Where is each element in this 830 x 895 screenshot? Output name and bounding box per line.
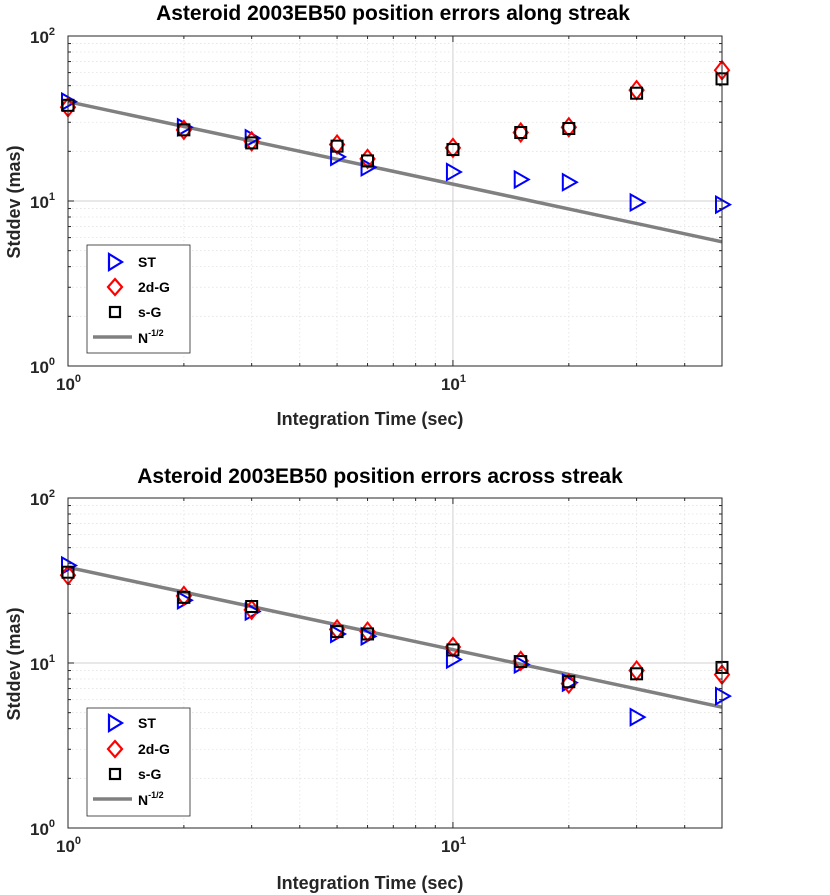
legend-label-2d-g: 2d-G — [138, 279, 170, 295]
legend-diamond-icon — [106, 277, 124, 297]
legend-label-2d-g: 2d-G — [138, 741, 170, 757]
point-s-g — [514, 126, 528, 140]
point-st — [61, 555, 79, 576]
point-st — [715, 194, 733, 215]
series-layer — [67, 99, 723, 244]
legend-entry-s-g: s-G — [108, 304, 161, 320]
tick-labels: 100 101 100 101 102 — [30, 488, 466, 856]
point-st — [561, 172, 579, 192]
x-axis-label: Integration Time (sec) — [277, 873, 464, 893]
point-s-g — [330, 139, 344, 153]
x-tick-label: 100 — [56, 835, 81, 856]
point-s-g — [562, 122, 576, 136]
point-s-g — [177, 590, 191, 604]
point-s-g — [446, 143, 460, 157]
legend-label-n: N-1/2 — [138, 328, 164, 346]
legend-label-s-g: s-G — [138, 304, 161, 320]
legend-label-st: ST — [138, 254, 156, 270]
chart-panel-across-streak: Asteroid 2003EB50 position errors across… — [4, 465, 733, 893]
y-tick-label: 101 — [30, 653, 55, 674]
fit-line — [67, 99, 723, 244]
legend-label-s-g: s-G — [138, 766, 161, 782]
axis-ticks — [67, 35, 723, 367]
markers-layer — [59, 59, 733, 215]
point-s-g — [245, 600, 259, 614]
markers-layer — [59, 555, 733, 727]
legend-box — [86, 244, 191, 354]
tick-labels: 100 101 100 101 102 — [30, 26, 466, 394]
legend-square-icon — [108, 767, 122, 781]
point-s-g — [562, 675, 576, 689]
point-st — [629, 192, 647, 213]
chart-title: Asteroid 2003EB50 position errors across… — [137, 465, 623, 488]
series-layer — [67, 565, 723, 709]
chart-title: Asteroid 2003EB50 position errors along … — [156, 2, 630, 25]
point-s-g — [177, 123, 191, 137]
point-s-g — [514, 655, 528, 669]
y-tick-label: 102 — [30, 26, 55, 47]
legend-square-icon — [108, 305, 122, 319]
point-s-g — [330, 625, 344, 639]
point-st — [445, 162, 463, 182]
legend: ST 2d-G s-G N-1/2 — [86, 707, 191, 817]
legend-entry-st: ST — [107, 713, 156, 733]
y-tick-label: 100 — [30, 356, 55, 377]
y-axis-label: Stddev (mas) — [4, 145, 24, 258]
legend-entry-2d-g: 2d-G — [106, 739, 170, 759]
legend-entry-st: ST — [107, 252, 156, 272]
point-s-g — [630, 667, 644, 681]
point-st — [629, 707, 647, 727]
legend-entry-s-g: s-G — [108, 766, 161, 782]
chart-panel-along-streak: Asteroid 2003EB50 position errors along … — [4, 2, 733, 429]
point-s-g — [361, 154, 375, 168]
legend-entry-n: N-1/2 — [93, 790, 164, 808]
x-axis-label: Integration Time (sec) — [277, 409, 464, 429]
y-tick-label: 101 — [30, 191, 55, 212]
x-tick-label: 100 — [56, 373, 81, 394]
point-s-g — [446, 643, 460, 657]
point-st — [715, 686, 733, 706]
y-tick-label: 102 — [30, 488, 55, 509]
axis-ticks — [67, 497, 723, 829]
point-s-g — [245, 136, 259, 150]
point-s-g — [630, 86, 644, 100]
fit-line — [67, 565, 723, 709]
x-tick-label: 101 — [441, 373, 466, 394]
y-axis-label: Stddev (mas) — [4, 607, 24, 720]
legend: ST 2d-G s-G N-1/2 — [86, 244, 191, 354]
y-tick-label: 100 — [30, 818, 55, 839]
legend-diamond-icon — [106, 739, 124, 759]
legend-label-n: N-1/2 — [138, 790, 164, 808]
legend-entry-2d-g: 2d-G — [106, 277, 170, 297]
legend-triangle-icon — [107, 252, 125, 272]
legend-entry-n: N-1/2 — [93, 328, 164, 346]
point-s-g — [361, 627, 375, 641]
legend-label-st: ST — [138, 715, 156, 731]
point-st — [513, 169, 531, 190]
legend-triangle-icon — [107, 713, 125, 733]
x-tick-label: 101 — [441, 835, 466, 856]
